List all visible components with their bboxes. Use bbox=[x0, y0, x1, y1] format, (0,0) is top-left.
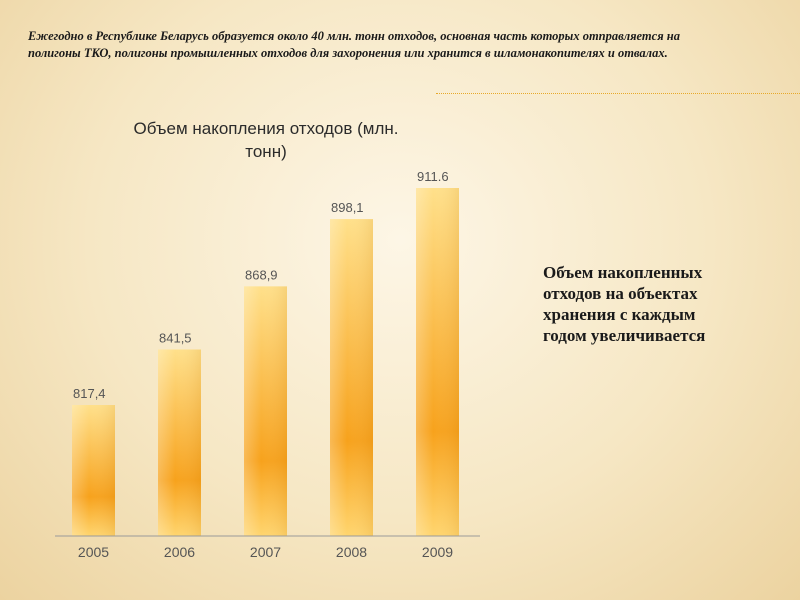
bar-shade-2007 bbox=[244, 286, 287, 536]
value-label-2008: 898,1 bbox=[331, 200, 364, 215]
category-label-2008: 2008 bbox=[336, 544, 367, 560]
value-label-2006: 841,5 bbox=[159, 330, 192, 345]
category-label-2006: 2006 bbox=[164, 544, 195, 560]
header-line-2: полигоны ТКО, полигоны промышленных отхо… bbox=[28, 46, 668, 60]
bar-shade-2005 bbox=[72, 405, 115, 536]
header-line-1: Ежегодно в Республике Беларусь образуетс… bbox=[28, 29, 680, 43]
category-label-2007: 2007 bbox=[250, 544, 281, 560]
value-label-2005: 817,4 bbox=[73, 386, 106, 401]
side-note-line-1: Объем накопленных bbox=[543, 263, 703, 282]
chart-title-line-2: тонн) bbox=[245, 142, 287, 161]
category-label-2005: 2005 bbox=[78, 544, 109, 560]
bar-shade-2006 bbox=[158, 349, 201, 536]
labels-group: 817,4 2005 841,5 2006 868,9 2007 898,1 2008 911.… bbox=[73, 169, 453, 560]
chart-title: Объем накопления отходов (млн. тонн) bbox=[134, 119, 399, 161]
side-note-line-4: годом увеличивается bbox=[543, 326, 706, 345]
divider-line bbox=[436, 93, 800, 94]
bar-shade-2009 bbox=[416, 188, 459, 536]
value-label-2009: 911.6 bbox=[417, 169, 449, 184]
side-note-line-3: хранения с каждым bbox=[543, 305, 696, 324]
bar-shade-2008 bbox=[330, 219, 373, 536]
bars-group bbox=[72, 188, 459, 536]
side-note-line-2: отходов на объектах bbox=[543, 284, 698, 303]
header-text: Ежегодно в Республике Беларусь образуетс… bbox=[28, 28, 788, 62]
value-label-2007: 868,9 bbox=[245, 267, 278, 282]
category-label-2009: 2009 bbox=[422, 544, 453, 560]
chart-title-line-1: Объем накопления отходов (млн. bbox=[134, 119, 399, 138]
side-note: Объем накопленных отходов на объектах хр… bbox=[543, 262, 773, 346]
